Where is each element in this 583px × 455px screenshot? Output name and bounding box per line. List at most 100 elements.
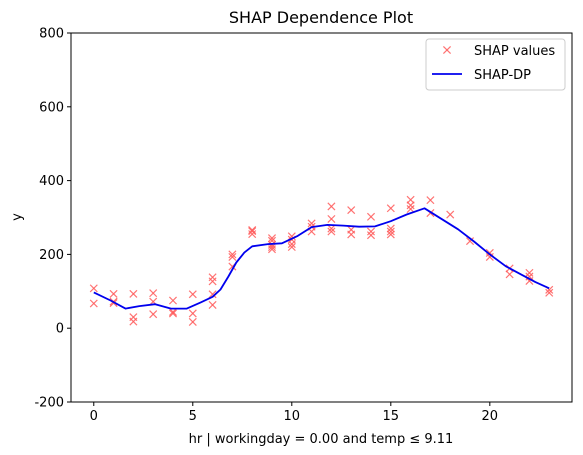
marker-stroke <box>267 234 277 243</box>
marker-stroke <box>248 230 257 239</box>
shap-value-point <box>129 317 138 326</box>
shap-value-point <box>386 227 395 236</box>
marker-stroke <box>386 227 395 236</box>
marker-stroke <box>386 230 395 239</box>
shap-value-point <box>188 309 197 318</box>
y-tick-label: 600 <box>39 100 64 115</box>
marker-stroke <box>208 277 217 286</box>
marker-stroke <box>168 296 178 305</box>
shap-value-point <box>149 310 158 319</box>
marker-stroke <box>442 45 452 55</box>
shap-value-point <box>446 210 455 219</box>
shap-value-point <box>129 289 138 298</box>
shap-value-point <box>327 224 336 233</box>
shap-value-point <box>267 234 277 243</box>
marker-stroke <box>406 201 415 210</box>
marker-stroke <box>525 276 534 285</box>
shap-value-point <box>426 196 435 205</box>
shap-value-point <box>168 307 178 316</box>
marker-stroke <box>248 227 257 236</box>
x-axis: 0 5 10 15 20 <box>90 402 498 424</box>
shap-value-point <box>386 224 395 233</box>
x-axis-title: hr | workingday = 0.00 and temp ≤ 9.11 <box>189 432 454 447</box>
y-tick-label: 800 <box>39 27 64 42</box>
shap-value-point <box>287 232 296 241</box>
shap-value-point <box>168 309 178 318</box>
shap-value-point <box>287 242 296 252</box>
marker-stroke <box>228 252 237 262</box>
marker-stroke <box>327 202 336 211</box>
shap-value-point <box>347 230 356 239</box>
shap-value-point <box>525 268 534 277</box>
marker-stroke <box>465 237 475 246</box>
marker-stroke <box>485 252 494 262</box>
shap-value-point <box>287 240 296 249</box>
marker-stroke <box>129 289 138 298</box>
shap-value-point <box>188 317 197 326</box>
shap-dp-line <box>93 207 550 310</box>
y-axis: -200 0 200 400 600 800 <box>34 27 71 411</box>
shap-value-point <box>149 289 158 298</box>
shap-value-point <box>327 227 336 236</box>
marker-stroke <box>446 210 455 219</box>
legend-x-marker <box>442 45 452 55</box>
legend: SHAP values SHAP-DP <box>425 38 566 91</box>
legend-box <box>425 38 566 91</box>
shap-value-point <box>307 219 316 228</box>
shap-value-point <box>267 245 277 254</box>
marker-stroke <box>168 309 178 318</box>
plot-area <box>89 195 554 326</box>
marker-stroke <box>505 270 514 279</box>
shap-value-point <box>208 290 217 299</box>
marker-stroke <box>327 214 336 224</box>
shap-value-point <box>505 270 514 279</box>
y-axis-title: y <box>10 213 25 221</box>
shap-value-point <box>109 289 118 298</box>
shap-value-point <box>465 237 475 246</box>
marker-stroke <box>347 206 356 215</box>
marker-stroke <box>307 227 316 236</box>
marker-stroke <box>109 289 118 298</box>
marker-stroke <box>149 310 158 319</box>
marker-stroke <box>545 285 554 294</box>
marker-stroke <box>89 299 98 308</box>
marker-stroke <box>208 300 217 309</box>
marker-stroke <box>366 212 376 221</box>
marker-stroke <box>386 224 395 233</box>
legend-label-shap-values: SHAP values <box>474 44 555 59</box>
marker-stroke <box>287 242 296 252</box>
shap-value-point <box>168 296 178 305</box>
marker-stroke <box>149 289 158 298</box>
shap-value-point <box>188 290 197 299</box>
x-tick-label: 20 <box>482 409 499 424</box>
legend-marker-shap-values <box>442 45 452 55</box>
marker-stroke <box>129 317 138 326</box>
shap-value-point <box>89 284 98 293</box>
marker-stroke <box>426 196 435 205</box>
y-tick-label: 400 <box>39 174 64 189</box>
shap-value-point <box>366 231 376 240</box>
marker-stroke <box>327 224 336 233</box>
shap-value-point <box>347 206 356 215</box>
marker-stroke <box>525 268 534 277</box>
y-tick-label: 200 <box>39 248 64 263</box>
x-tick-label: 5 <box>189 409 197 424</box>
marker-stroke <box>267 245 277 254</box>
marker-stroke <box>406 204 415 214</box>
shap-value-point <box>89 299 98 308</box>
shap-value-point <box>327 202 336 211</box>
marker-stroke <box>366 231 376 240</box>
marker-stroke <box>188 290 197 299</box>
marker-stroke <box>89 284 98 293</box>
chart-title: SHAP Dependence Plot <box>229 8 413 27</box>
marker-stroke <box>366 227 376 236</box>
shap-value-point <box>248 227 257 236</box>
shap-value-point <box>366 227 376 236</box>
marker-stroke <box>287 232 296 241</box>
shap-value-point <box>228 252 237 262</box>
marker-stroke <box>545 288 554 297</box>
marker-stroke <box>386 204 395 213</box>
marker-stroke <box>307 219 316 228</box>
shap-value-point <box>248 230 257 239</box>
y-tick-label: -200 <box>34 396 64 411</box>
